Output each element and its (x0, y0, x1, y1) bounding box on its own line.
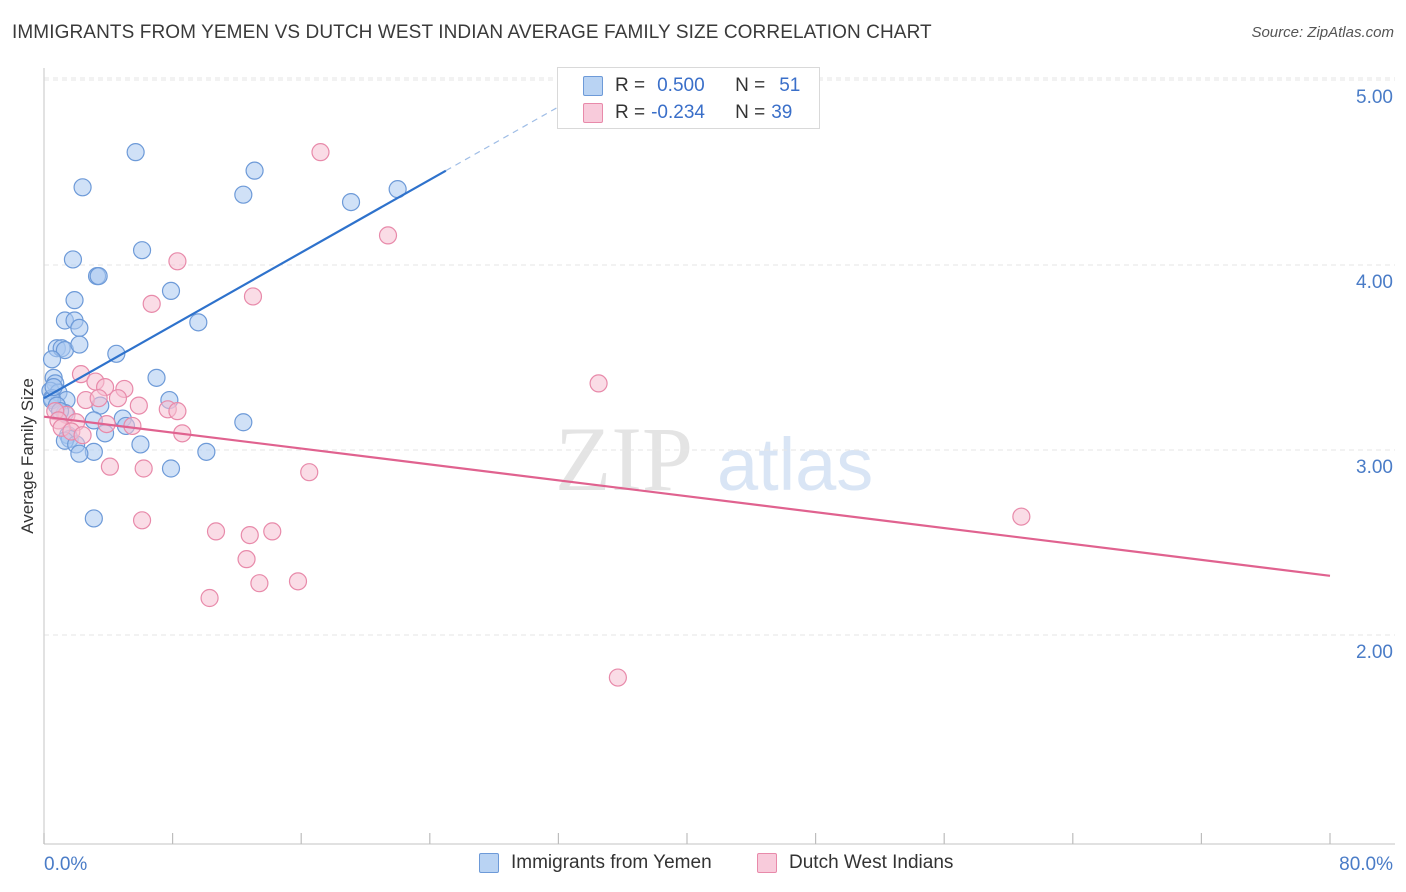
point-dutch-west-indians (200, 588, 219, 608)
point-yemen (107, 344, 126, 363)
watermark-atlas: atlas (717, 423, 873, 506)
bottom-legend-swatch-pink (757, 853, 777, 873)
point-yemen (84, 509, 103, 528)
point-yemen (65, 291, 84, 310)
point-dutch-west-indians (71, 365, 91, 384)
trend-lines (43, 97, 1331, 577)
legend-r-value: 0.500 (657, 75, 705, 96)
legend-n-value: 51 (779, 75, 801, 96)
y-axis-label: Average Family Size (18, 378, 37, 534)
legend-row-dutch-west-indians: R = -0.234 N = 39 (583, 100, 792, 126)
point-dutch-west-indians (243, 287, 263, 306)
point-yemen (63, 250, 83, 269)
point-yemen (147, 368, 166, 387)
point-dutch-west-indians (73, 426, 92, 445)
point-yemen (73, 178, 92, 197)
bottom-legend-yemen: Immigrants from Yemen (479, 852, 712, 874)
legend-row-yemen: R = 0.500 N = 51 (583, 73, 800, 99)
point-dutch-west-indians (237, 550, 256, 569)
point-yemen (70, 318, 89, 337)
y-tick-labels: 2.00 3.00 4.00 5.00 (1356, 87, 1393, 663)
point-yemen (197, 442, 216, 461)
legend-r-label: R = (615, 102, 646, 123)
point-yemen (189, 313, 208, 332)
point-dutch-west-indians (206, 522, 226, 541)
point-dutch-west-indians (134, 459, 153, 478)
x-tick-label-max: 80.0% (1339, 854, 1393, 875)
point-dutch-west-indians (589, 374, 608, 393)
legend-r-label: R = (615, 75, 646, 96)
y-tick-label: 5.00 (1356, 87, 1393, 108)
point-yemen (126, 143, 145, 162)
point-dutch-west-indians (1012, 507, 1031, 526)
point-yemen (161, 281, 181, 300)
data-points (41, 143, 1031, 687)
y-tick-label: 4.00 (1356, 272, 1393, 293)
point-yemen (42, 350, 62, 369)
point-dutch-west-indians (132, 511, 152, 530)
bottom-legend-label-dutch: Dutch West Indians (789, 852, 954, 873)
legend-n-value: 39 (771, 102, 793, 123)
point-dutch-west-indians (300, 463, 319, 482)
point-yemen (131, 435, 150, 454)
legend-swatch-pink (583, 103, 603, 123)
legend-n-label: N = (735, 75, 766, 96)
point-yemen (70, 335, 89, 354)
point-yemen (70, 444, 89, 463)
point-dutch-west-indians (250, 574, 269, 593)
point-yemen (245, 161, 264, 180)
axes (43, 68, 1395, 845)
point-dutch-west-indians (142, 294, 161, 313)
trend-line-dutch-west-indians (43, 415, 1331, 577)
point-yemen (234, 413, 253, 432)
trend-line-yemen (43, 169, 447, 400)
point-yemen (89, 267, 108, 286)
trend-line-yemen-extension (445, 97, 575, 172)
y-tick-label: 2.00 (1356, 642, 1393, 663)
x-tick-label-min: 0.0% (44, 854, 87, 875)
y-tick-label: 3.00 (1356, 457, 1393, 478)
point-yemen (161, 459, 181, 478)
x-tick-labels: 0.0% 80.0% (44, 854, 1393, 875)
legend-r-value: -0.234 (651, 102, 705, 123)
point-yemen (341, 193, 361, 212)
legend-n-label: N = (735, 102, 766, 123)
point-dutch-west-indians (168, 402, 187, 421)
bottom-legend-dutch: Dutch West Indians (757, 852, 953, 874)
correlation-legend: R = 0.500 N = 51 R = -0.234 N = 39 (557, 67, 820, 129)
chart-title: IMMIGRANTS FROM YEMEN VS DUTCH WEST INDI… (12, 22, 932, 43)
source-credit: Source: ZipAtlas.com (1251, 24, 1394, 41)
point-dutch-west-indians (288, 572, 308, 591)
bottom-legend-swatch-blue (479, 853, 499, 873)
point-dutch-west-indians (608, 668, 627, 687)
point-dutch-west-indians (378, 226, 398, 245)
legend-swatch-blue (583, 76, 603, 96)
point-dutch-west-indians (263, 522, 282, 541)
point-dutch-west-indians (311, 143, 330, 162)
watermark: ZIP atlas (555, 408, 873, 510)
x-ticks (43, 833, 1331, 844)
point-dutch-west-indians (89, 389, 108, 408)
watermark-zip: ZIP (555, 408, 693, 510)
point-yemen (132, 241, 152, 260)
point-dutch-west-indians (129, 396, 148, 415)
bottom-legend-label-yemen: Immigrants from Yemen (511, 852, 712, 873)
point-dutch-west-indians (100, 457, 120, 476)
point-dutch-west-indians (168, 252, 187, 271)
point-yemen (234, 185, 253, 204)
point-dutch-west-indians (108, 389, 128, 408)
point-dutch-west-indians (240, 525, 259, 545)
